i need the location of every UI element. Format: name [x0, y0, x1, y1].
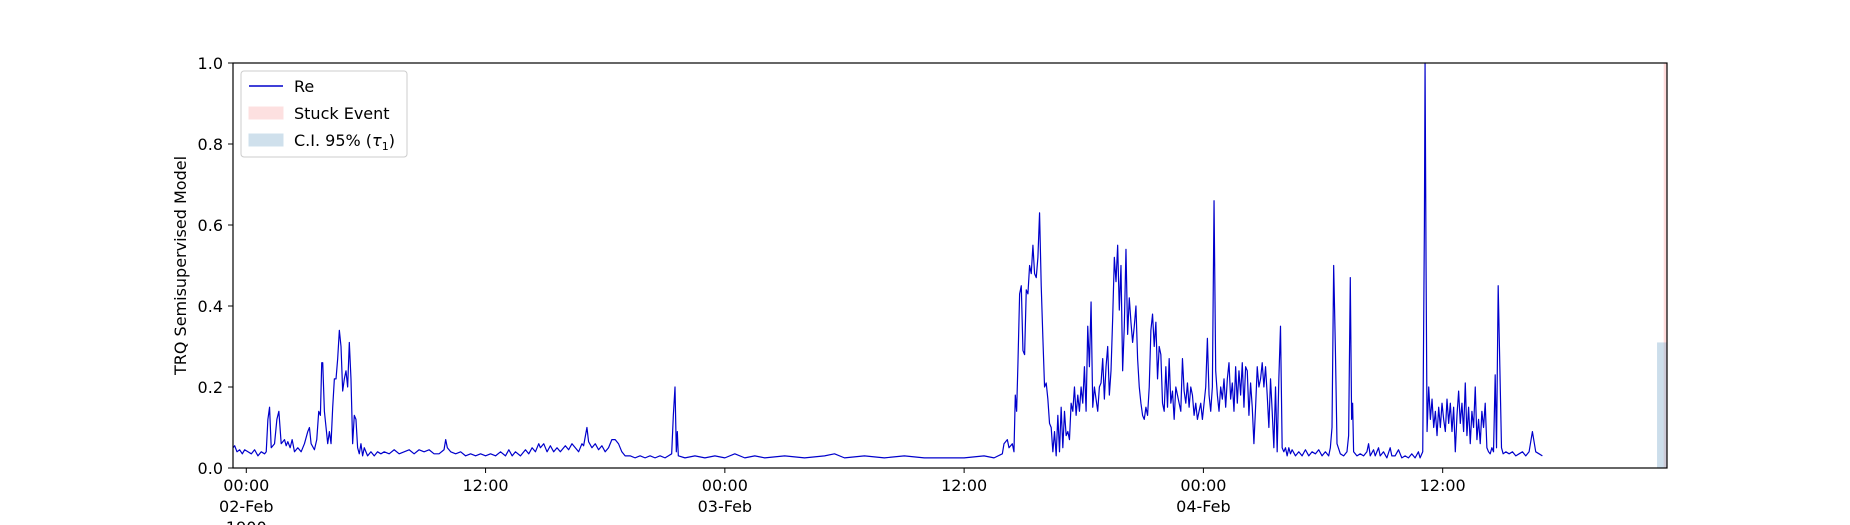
series-line-re: [232, 62, 1543, 459]
series-layer: [232, 62, 1543, 459]
x-tick-label: 02-Feb: [219, 497, 273, 516]
y-tick-label: 0.8: [198, 135, 223, 154]
y-tick-label: 1.0: [198, 54, 223, 73]
y-axis: 0.0 0.2 0.4 0.6 0.8 1.0: [198, 54, 233, 478]
legend: Re Stuck Event C.I. 95% (τ1): [240, 70, 408, 158]
y-tick-label: 0.0: [198, 459, 223, 478]
legend-patch-swatch: [248, 106, 284, 120]
x-tick-label: 12:00: [463, 476, 509, 495]
shaded-region-ci-95: [1657, 342, 1667, 468]
x-tick-label: 12:00: [941, 476, 987, 495]
x-tick-label: 03-Feb: [698, 497, 752, 516]
shaded-regions: [1657, 63, 1667, 468]
x-tick-label: 00:00: [1180, 476, 1226, 495]
y-tick-label: 0.2: [198, 378, 223, 397]
x-tick-label: 12:00: [1420, 476, 1466, 495]
y-axis-label: TRQ Semisupervised Model: [171, 156, 190, 376]
x-tick-label: 1900: [226, 518, 267, 525]
plot-frame: [232, 62, 1668, 469]
x-tick-label: 04-Feb: [1176, 497, 1230, 516]
legend-label: Stuck Event: [294, 104, 390, 123]
x-tick-label: 00:00: [702, 476, 748, 495]
legend-label: Re: [294, 77, 314, 96]
legend-label: C.I. 95% (τ1): [294, 131, 395, 153]
y-tick-label: 0.4: [198, 297, 223, 316]
legend-patch-swatch: [248, 133, 284, 147]
y-tick-label: 0.6: [198, 216, 223, 235]
shaded-region-stuck-event: [1663, 63, 1667, 468]
x-axis: 00:00 02-Feb 1900 12:00 00:00 03-Feb 12:00 00:0…: [219, 468, 1466, 525]
x-tick-label: 00:00: [223, 476, 269, 495]
